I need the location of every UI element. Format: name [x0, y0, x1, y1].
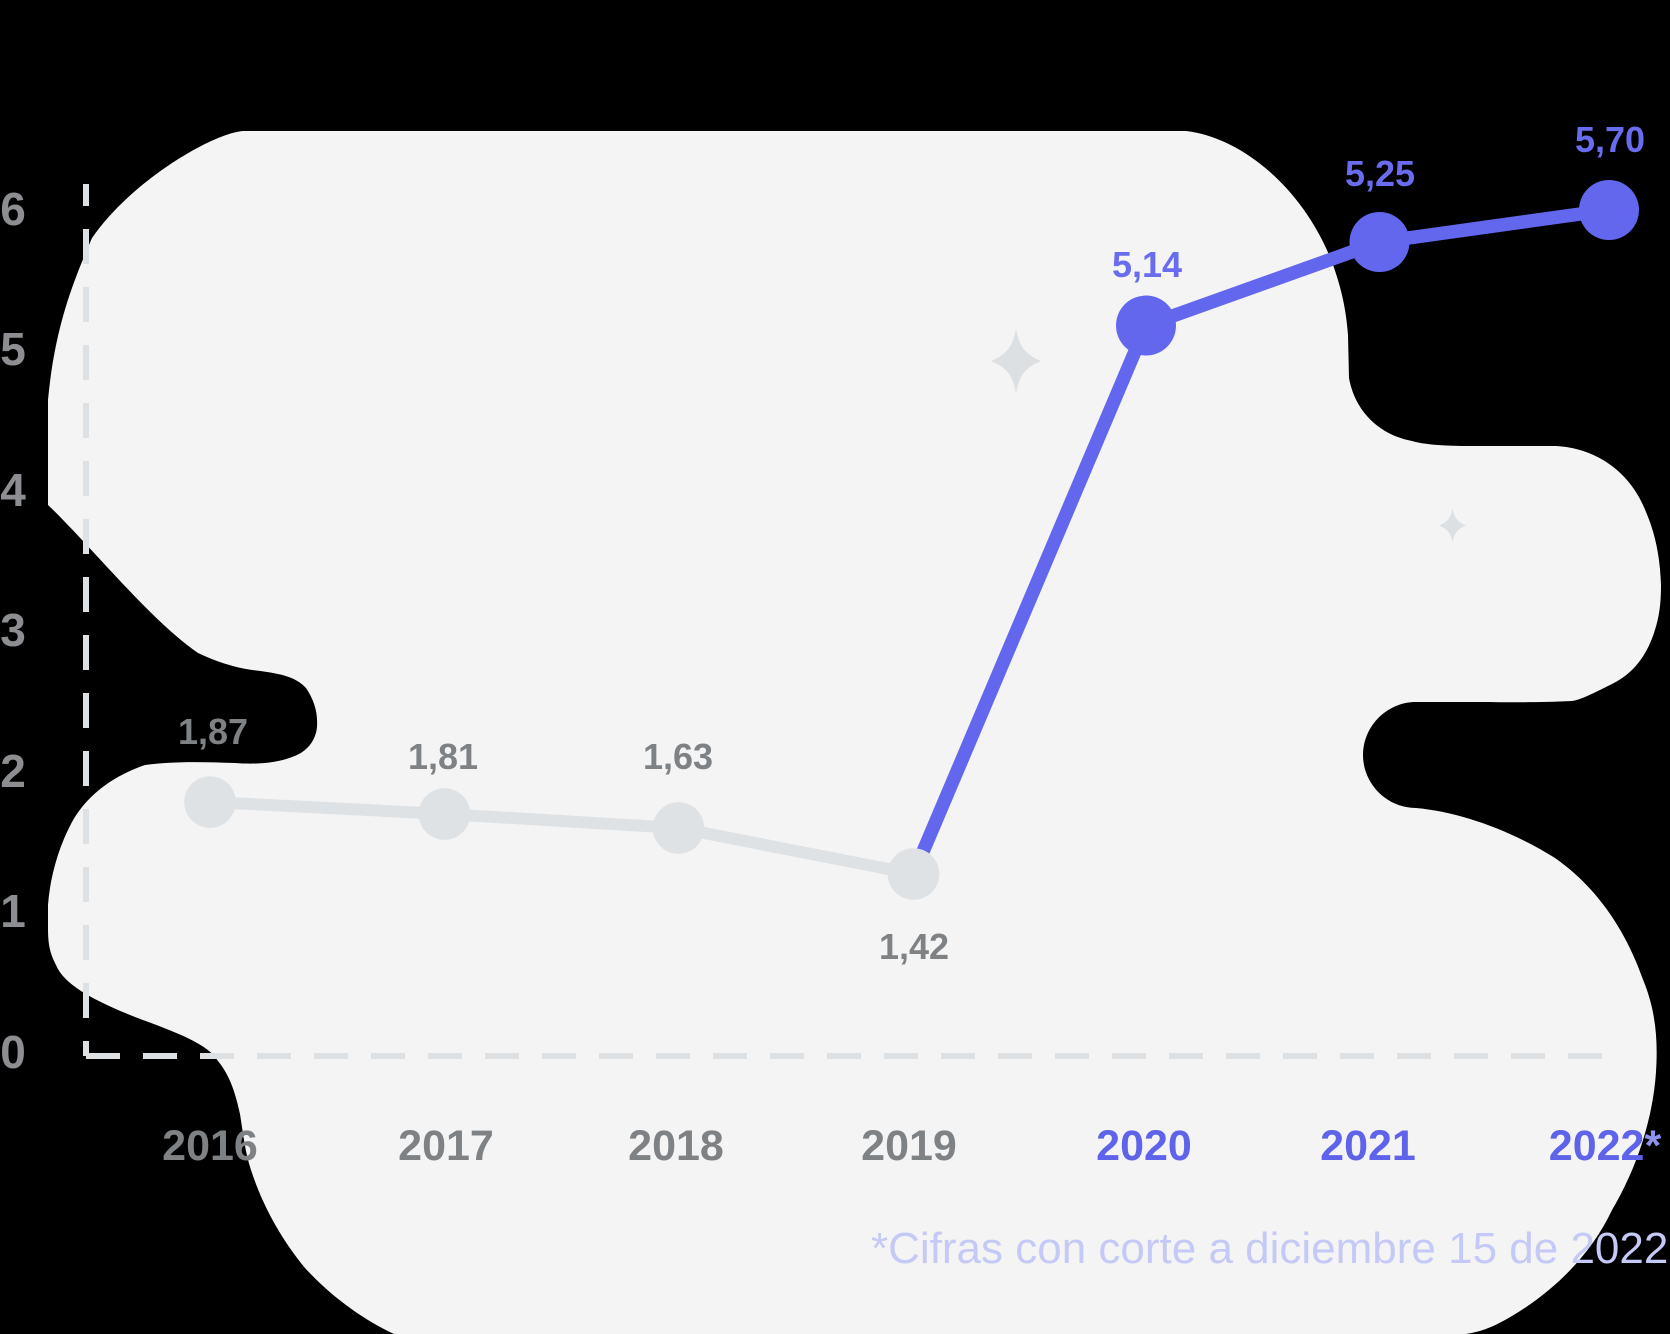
svg-text:2021: 2021 [1320, 1122, 1416, 1170]
svg-text:4: 4 [0, 464, 26, 516]
svg-text:1,81: 1,81 [408, 736, 478, 777]
svg-text:2017: 2017 [398, 1122, 494, 1170]
svg-text:3: 3 [0, 604, 26, 656]
svg-text:1,42: 1,42 [879, 926, 949, 967]
svg-text:5,70: 5,70 [1575, 119, 1645, 160]
svg-text:5: 5 [0, 323, 26, 375]
svg-text:2018: 2018 [628, 1122, 724, 1170]
svg-text:1,63: 1,63 [643, 736, 713, 777]
svg-text:1,87: 1,87 [178, 711, 248, 752]
svg-text:*Cifras con corte a diciembre: *Cifras con corte a diciembre 15 de 2022 [871, 1224, 1668, 1273]
svg-text:2016: 2016 [162, 1122, 258, 1170]
svg-text:1: 1 [0, 885, 26, 937]
svg-text:2020: 2020 [1096, 1122, 1192, 1170]
svg-text:6: 6 [0, 183, 26, 235]
svg-text:5,14: 5,14 [1112, 244, 1182, 285]
svg-text:2: 2 [0, 745, 26, 797]
svg-text:0: 0 [0, 1026, 26, 1078]
svg-text:5,25: 5,25 [1345, 153, 1415, 194]
svg-text:2019: 2019 [861, 1122, 957, 1170]
svg-text:2022*: 2022* [1549, 1122, 1662, 1170]
